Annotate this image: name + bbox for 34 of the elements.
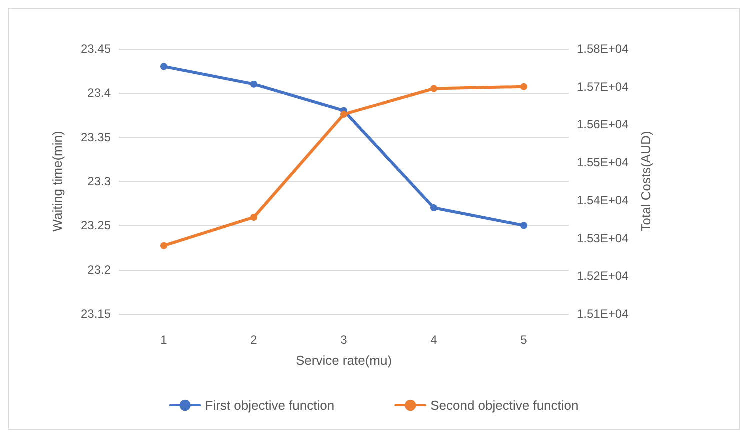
- point: [250, 214, 258, 221]
- x-tick-label: 1: [160, 333, 168, 347]
- x-tick-label: 4: [430, 333, 438, 347]
- y2-tick-label: 1.56E+04: [577, 118, 630, 132]
- y2-tick-label: 1.51E+04: [577, 307, 630, 321]
- y-tick-label: 23.25: [80, 218, 112, 233]
- point: [340, 110, 348, 118]
- y2-tick-label: 1.54E+04: [577, 193, 630, 208]
- point: [160, 63, 168, 70]
- legend-label: Second objective function: [430, 398, 579, 413]
- y2-tick-label: 1.53E+04: [577, 231, 630, 246]
- y2-tick-label: 1.57E+04: [577, 80, 630, 94]
- point: [430, 85, 438, 92]
- y2-axis-title: Total Costs(AUD): [638, 131, 654, 232]
- legend-label: First objective function: [205, 398, 335, 413]
- y2-tick-label: 1.55E+04: [577, 156, 630, 170]
- x-tick-label: 3: [340, 333, 348, 347]
- point: [160, 242, 168, 250]
- y-tick-label: 23.2: [88, 262, 112, 277]
- y-tick-label: 23.4: [88, 86, 112, 100]
- point: [430, 204, 438, 212]
- y2-tick-label: 1.52E+04: [577, 269, 630, 284]
- y-tick-label: 23.15: [80, 307, 112, 321]
- y-tick-label: 23.35: [80, 130, 112, 144]
- y-tick-label: 23.45: [80, 42, 112, 56]
- point: [520, 222, 528, 230]
- y-tick-label: 23.3: [88, 174, 112, 188]
- x-axis-title: Service rate(mu): [296, 353, 392, 368]
- point: [520, 83, 528, 90]
- x-tick-label: 2: [250, 333, 258, 347]
- point: [250, 80, 258, 88]
- y-axis-title: Waiting time(min): [50, 131, 65, 232]
- y2-tick-label: 1.58E+04: [577, 42, 630, 56]
- x-tick-label: 5: [520, 333, 528, 347]
